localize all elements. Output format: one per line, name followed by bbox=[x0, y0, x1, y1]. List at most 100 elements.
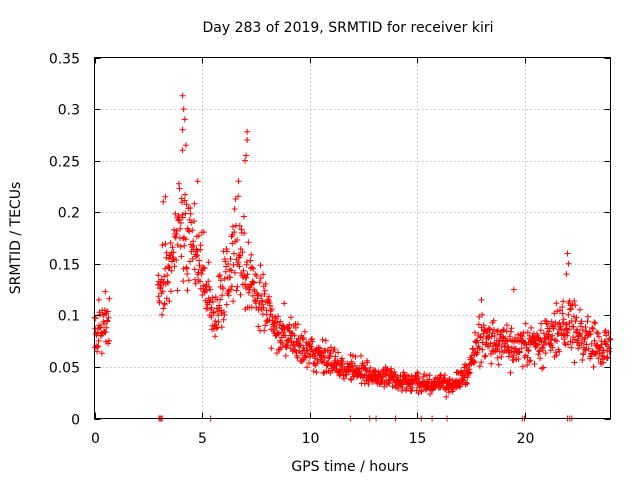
data-point bbox=[105, 340, 112, 347]
data-point bbox=[92, 315, 99, 322]
data-point bbox=[482, 352, 489, 359]
data-point bbox=[168, 267, 175, 274]
x-axis-label: GPS time / hours bbox=[291, 459, 408, 475]
data-point bbox=[337, 371, 344, 378]
data-point bbox=[501, 342, 508, 349]
data-point bbox=[188, 219, 195, 226]
x-tick-label: 10 bbox=[302, 431, 320, 447]
data-point bbox=[181, 197, 188, 204]
data-point bbox=[546, 328, 553, 335]
data-point bbox=[565, 311, 572, 318]
y-tick-label: 0 bbox=[71, 413, 80, 429]
data-point bbox=[553, 338, 560, 345]
data-point bbox=[490, 317, 497, 324]
data-point bbox=[604, 355, 611, 362]
data-point bbox=[540, 330, 547, 337]
data-point bbox=[494, 354, 501, 361]
data-point bbox=[168, 288, 174, 295]
data-point bbox=[258, 293, 265, 299]
data-point bbox=[391, 369, 398, 376]
data-point bbox=[179, 214, 186, 221]
data-point bbox=[183, 264, 190, 271]
data-point bbox=[313, 369, 320, 376]
data-point bbox=[305, 350, 311, 357]
data-point bbox=[191, 200, 198, 207]
data-point bbox=[348, 376, 355, 383]
data-point bbox=[276, 330, 283, 337]
data-point bbox=[548, 336, 555, 343]
data-point bbox=[240, 213, 247, 220]
data-point bbox=[352, 362, 358, 369]
data-point bbox=[508, 348, 515, 355]
data-point bbox=[182, 236, 189, 243]
data-point bbox=[282, 332, 289, 339]
data-point bbox=[250, 279, 257, 286]
data-point bbox=[475, 321, 482, 328]
data-point bbox=[507, 328, 514, 335]
data-point bbox=[224, 248, 230, 255]
data-point bbox=[293, 349, 300, 356]
data-point bbox=[243, 274, 250, 281]
data-point bbox=[228, 283, 235, 290]
data-point bbox=[227, 256, 234, 262]
y-axis-label: SRMTID / TECUs bbox=[8, 182, 24, 295]
data-point bbox=[160, 305, 167, 312]
data-point bbox=[247, 282, 254, 289]
data-point bbox=[360, 362, 367, 369]
data-point bbox=[537, 355, 544, 362]
data-point bbox=[101, 320, 108, 327]
data-point bbox=[574, 339, 581, 346]
data-point bbox=[215, 312, 222, 319]
data-point bbox=[273, 350, 280, 357]
data-point bbox=[280, 332, 287, 339]
data-point bbox=[567, 306, 573, 313]
data-point bbox=[155, 272, 162, 279]
data-point bbox=[220, 285, 226, 292]
data-point bbox=[171, 263, 178, 270]
data-point bbox=[193, 253, 200, 260]
data-point bbox=[208, 304, 215, 311]
data-point bbox=[548, 318, 555, 325]
data-point bbox=[218, 324, 225, 331]
data-point bbox=[573, 314, 580, 321]
data-point bbox=[162, 265, 169, 272]
data-point bbox=[206, 283, 213, 290]
data-point bbox=[559, 310, 566, 317]
data-point bbox=[327, 344, 334, 351]
data-point bbox=[501, 327, 507, 334]
data-point bbox=[235, 259, 242, 266]
data-point bbox=[480, 322, 487, 329]
data-point bbox=[103, 324, 110, 331]
data-point bbox=[185, 277, 192, 284]
data-point bbox=[177, 225, 184, 232]
data-point bbox=[231, 206, 238, 212]
data-point bbox=[525, 347, 531, 353]
data-point bbox=[165, 279, 171, 286]
data-point bbox=[581, 336, 588, 343]
data-point bbox=[579, 327, 586, 334]
data-point bbox=[244, 128, 251, 135]
data-point bbox=[288, 314, 294, 321]
data-point bbox=[310, 368, 317, 375]
data-point bbox=[379, 373, 386, 380]
data-point bbox=[212, 294, 219, 300]
data-point bbox=[97, 324, 104, 331]
data-point bbox=[182, 210, 189, 217]
data-point bbox=[104, 308, 111, 315]
y-tick-label: 0.15 bbox=[49, 258, 80, 274]
data-point bbox=[216, 272, 223, 279]
data-point bbox=[477, 334, 484, 341]
data-point bbox=[174, 287, 181, 294]
data-point bbox=[566, 326, 572, 333]
data-point bbox=[179, 126, 186, 133]
data-point bbox=[510, 357, 517, 364]
data-point bbox=[590, 325, 597, 332]
data-point bbox=[173, 257, 180, 263]
data-point bbox=[416, 375, 422, 382]
data-point bbox=[262, 322, 269, 329]
data-point bbox=[505, 353, 512, 360]
data-point bbox=[184, 271, 191, 277]
data-point bbox=[382, 371, 389, 378]
data-point bbox=[183, 201, 190, 208]
data-point bbox=[577, 323, 584, 330]
